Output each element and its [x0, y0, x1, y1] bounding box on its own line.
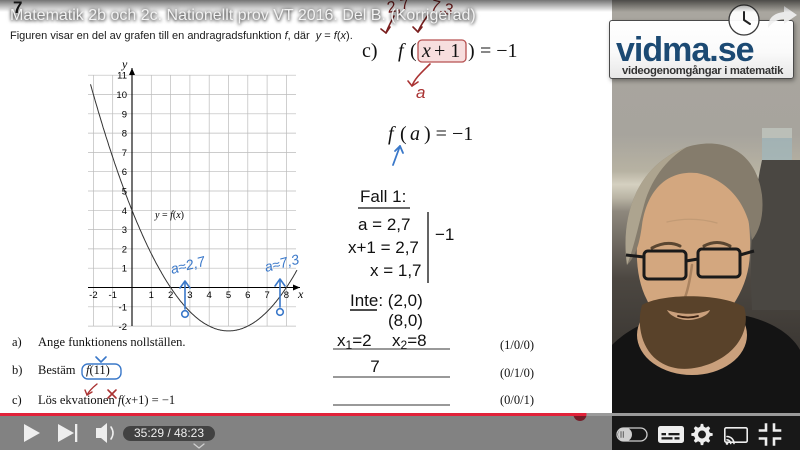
svg-text:35:29 / 48:23: 35:29 / 48:23: [134, 426, 204, 440]
svg-text:c): c): [362, 40, 378, 62]
svg-text:11: 11: [117, 71, 127, 82]
svg-text:2: 2: [168, 290, 173, 301]
svg-text:4: 4: [122, 206, 127, 217]
svg-text:) = −1: ) = −1: [424, 123, 473, 145]
svg-text:Bestäm: Bestäm: [38, 363, 76, 377]
svg-text:y: y: [121, 57, 128, 71]
svg-text:Fall 1:: Fall 1:: [360, 187, 406, 206]
svg-text:(: (: [410, 40, 417, 62]
svg-text:−1: −1: [435, 225, 454, 244]
svg-text:a = 2,7: a = 2,7: [358, 215, 410, 234]
svg-text:4: 4: [207, 290, 212, 301]
svg-text:f(11): f(11): [86, 363, 110, 377]
svg-text:6: 6: [245, 290, 250, 301]
svg-text:-1: -1: [119, 302, 127, 313]
svg-text:-2: -2: [89, 290, 97, 301]
svg-text:f: f: [388, 123, 396, 145]
svg-text:7: 7: [370, 357, 379, 376]
svg-text:10: 10: [116, 90, 127, 101]
svg-text:Lös ekvationen f(x+1) = −1: Lös ekvationen f(x+1) = −1: [38, 393, 175, 407]
svg-text:(0/1/0): (0/1/0): [500, 366, 534, 380]
svg-text:(8,0): (8,0): [388, 311, 423, 330]
svg-text:(1/0/0): (1/0/0): [500, 338, 534, 352]
svg-text:8: 8: [284, 290, 289, 301]
svg-text:x: x: [421, 40, 431, 62]
svg-text:vidma.se: vidma.se: [616, 31, 754, 69]
svg-text:7: 7: [264, 290, 269, 301]
svg-text:y = f(x): y = f(x): [154, 210, 184, 221]
svg-text:a: a: [410, 123, 420, 145]
svg-text:): ): [468, 40, 475, 62]
svg-text:-1: -1: [108, 290, 116, 301]
svg-text:c): c): [12, 393, 22, 407]
svg-text:9: 9: [122, 109, 127, 120]
svg-text:1: 1: [122, 264, 127, 275]
svg-text:x2=8: x2=8: [392, 331, 427, 352]
svg-text:1: 1: [149, 290, 154, 301]
svg-text:3: 3: [187, 290, 192, 301]
svg-text:5: 5: [226, 290, 231, 301]
svg-text:x = 1,7: x = 1,7: [370, 261, 422, 280]
svg-text:3: 3: [122, 225, 127, 236]
svg-text:(0/0/1): (0/0/1): [500, 393, 534, 407]
svg-text:2: 2: [122, 244, 127, 255]
svg-text:= −1: = −1: [480, 40, 518, 62]
svg-text:5: 5: [122, 187, 127, 198]
svg-text:Inte: (2,0): Inte: (2,0): [350, 291, 423, 310]
svg-text:x+1 = 2,7: x+1 = 2,7: [348, 238, 419, 257]
svg-text:7: 7: [122, 148, 127, 159]
svg-text:b): b): [12, 363, 22, 377]
svg-text:f: f: [398, 40, 406, 62]
svg-text:a≈2,7: a≈2,7: [169, 253, 208, 277]
svg-text:videogenomgångar i matematik: videogenomgångar i matematik: [622, 65, 784, 77]
svg-text:a): a): [12, 335, 22, 349]
svg-text:x: x: [297, 287, 304, 301]
svg-text:+ 1: + 1: [434, 40, 460, 62]
svg-text:6: 6: [122, 167, 127, 178]
svg-text:a: a: [416, 83, 425, 102]
svg-text:8: 8: [122, 129, 127, 140]
svg-text:x1=2: x1=2: [337, 331, 372, 352]
svg-text:Ange funktionens nollställen.: Ange funktionens nollställen.: [38, 335, 186, 349]
svg-text:a≈7,3: a≈7,3: [263, 251, 301, 275]
svg-text:(: (: [400, 123, 407, 145]
